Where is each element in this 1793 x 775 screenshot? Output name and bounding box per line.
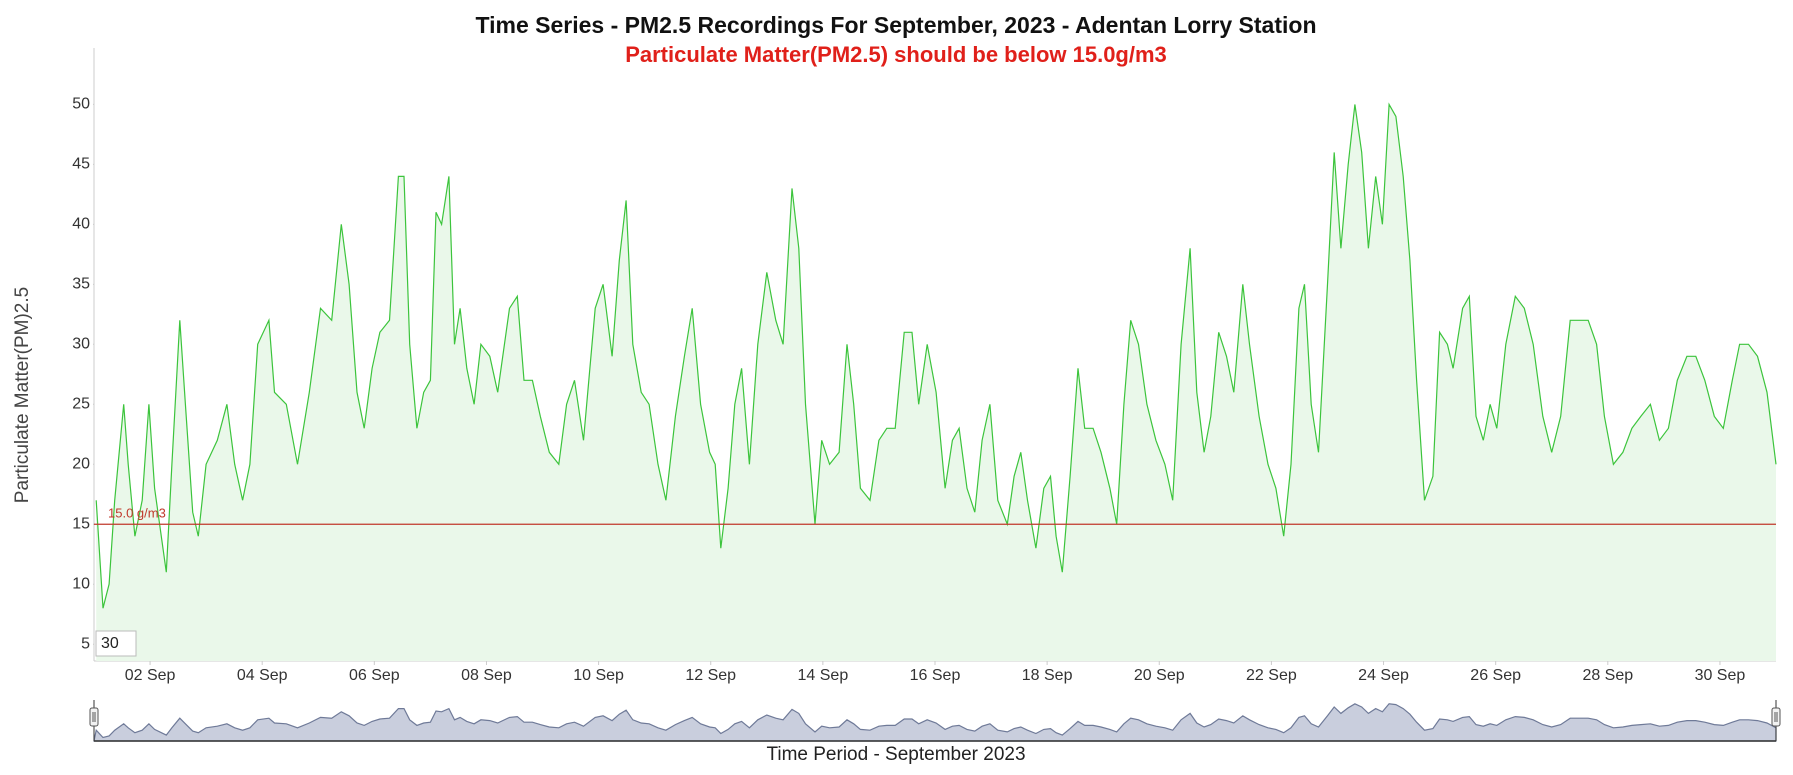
navigator-handle-left[interactable] xyxy=(89,707,99,727)
y-tick-label: 5 xyxy=(81,635,90,652)
y-tick-label: 10 xyxy=(72,575,90,592)
x-tick-label: 16 Sep xyxy=(910,667,961,684)
y-tick-label: 45 xyxy=(72,156,90,173)
area-fill xyxy=(96,104,1777,661)
x-tick-label: 18 Sep xyxy=(1022,667,1073,684)
y-tick-label: 15 xyxy=(72,515,90,532)
range-input-box[interactable] xyxy=(95,630,137,657)
series-line xyxy=(95,102,1777,609)
y-tick-label: 35 xyxy=(72,276,90,293)
x-tick-label: 04 Sep xyxy=(237,667,288,684)
y-tick-label: 20 xyxy=(72,455,90,472)
x-tick-label: 28 Sep xyxy=(1582,667,1633,684)
x-tick-label: 20 Sep xyxy=(1134,667,1185,684)
x-tick-label: 26 Sep xyxy=(1470,667,1521,684)
x-tick-label: 08 Sep xyxy=(461,667,512,684)
chart-subtitle: Particulate Matter(PM2.5) should be belo… xyxy=(625,42,1167,67)
y-tick-label: 50 xyxy=(72,96,90,113)
x-tick-label: 06 Sep xyxy=(349,667,400,684)
navigator-handle-right[interactable] xyxy=(1771,707,1781,727)
chart-title: Time Series - PM2.5 Recordings For Septe… xyxy=(475,12,1316,38)
range-input-value: 30 xyxy=(101,635,119,652)
x-axis-label: Time Period - September 2023 xyxy=(766,744,1025,765)
x-tick-label: 30 Sep xyxy=(1695,667,1746,684)
y-tick-label: 40 xyxy=(72,216,90,233)
x-tick-label: 14 Sep xyxy=(798,667,849,684)
navigator-area xyxy=(93,703,1777,742)
x-tick-label: 10 Sep xyxy=(573,667,624,684)
x-tick-label: 24 Sep xyxy=(1358,667,1409,684)
y-tick-label: 30 xyxy=(72,336,90,353)
x-tick-label: 02 Sep xyxy=(125,667,176,684)
x-tick-label: 22 Sep xyxy=(1246,667,1297,684)
y-axis-label: Particulate Matter(PM)2.5 xyxy=(12,287,33,503)
y-tick-label: 25 xyxy=(72,396,90,413)
threshold-label: 15.0 g/m3 xyxy=(108,506,166,521)
x-tick-label: 12 Sep xyxy=(685,667,736,684)
